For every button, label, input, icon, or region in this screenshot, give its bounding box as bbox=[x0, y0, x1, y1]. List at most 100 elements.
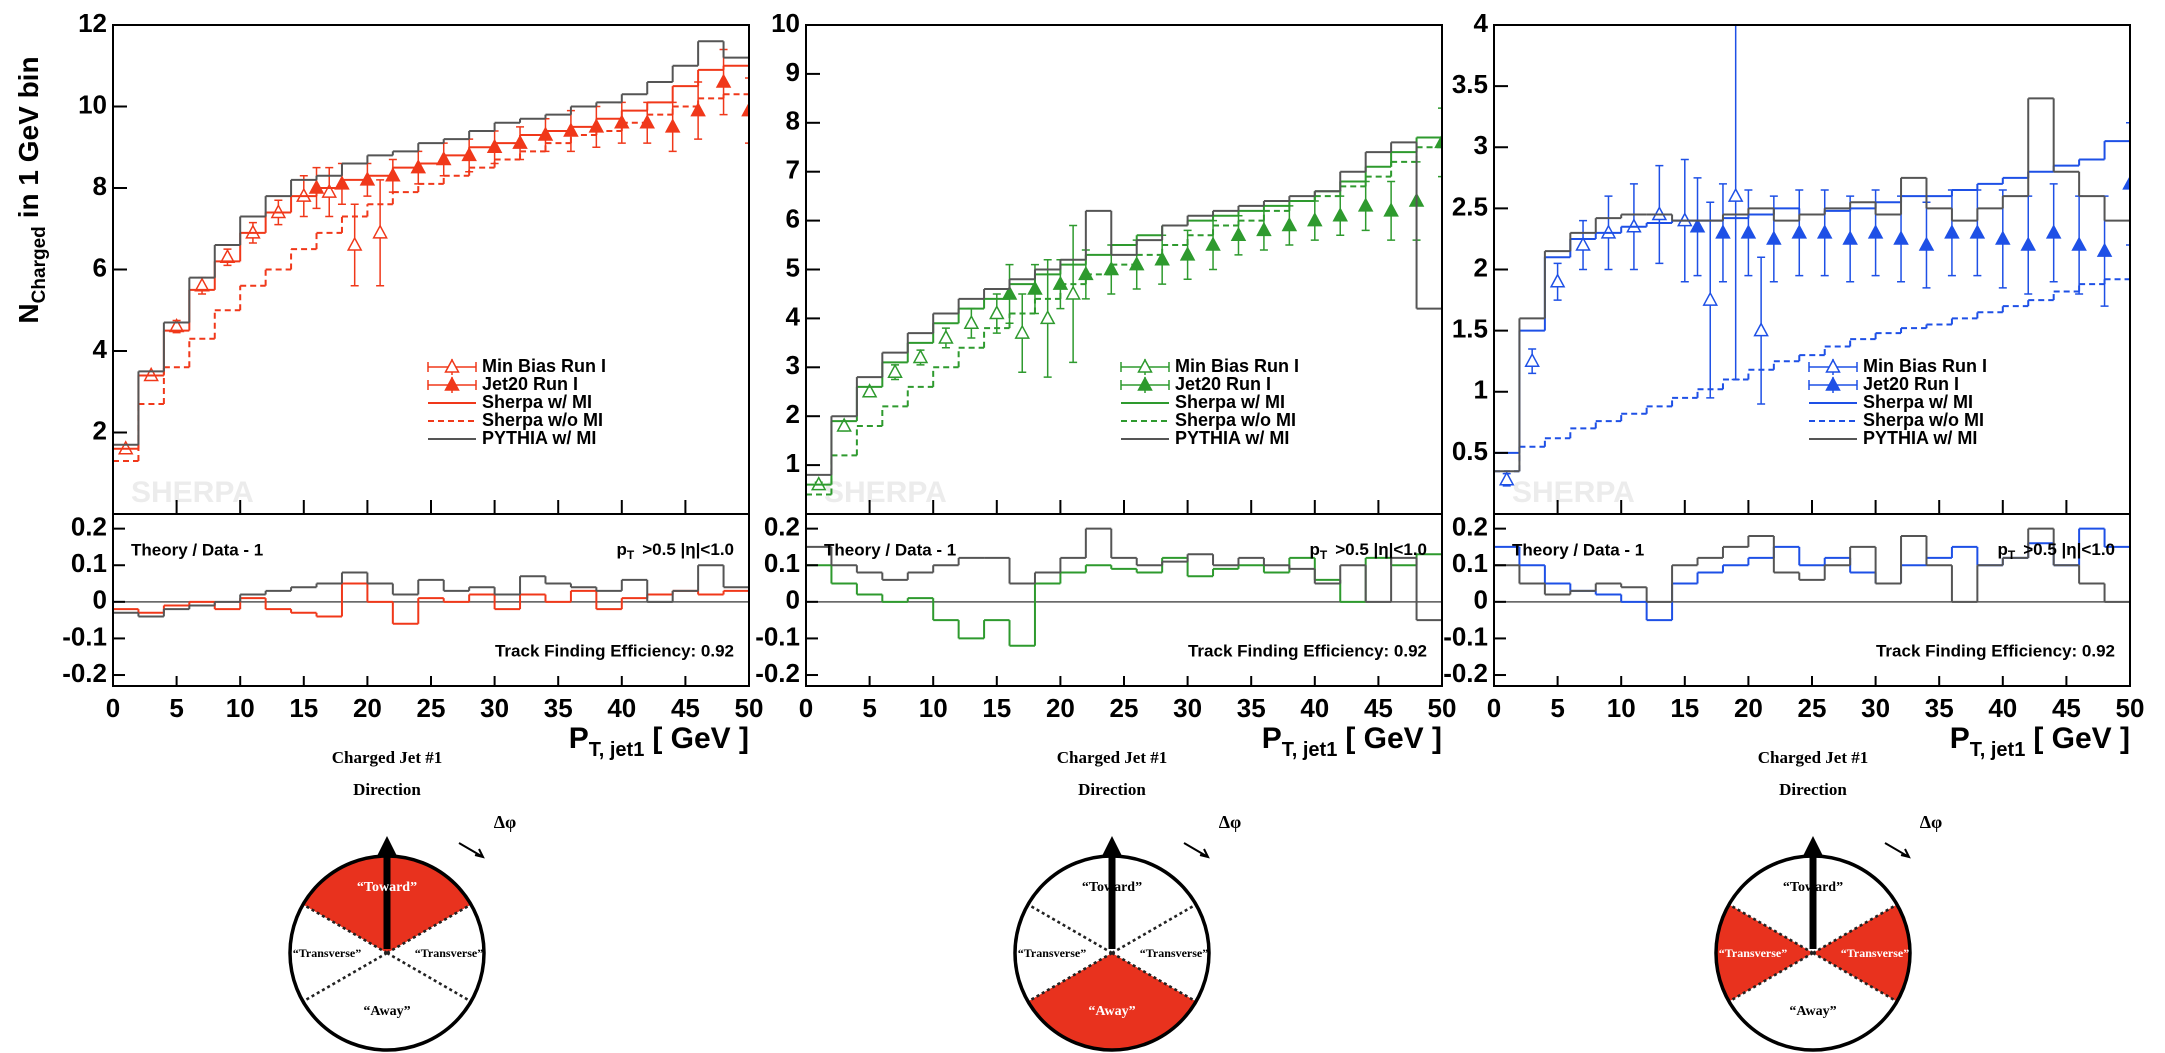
marker bbox=[2071, 236, 2087, 251]
x-tick-label: 45 bbox=[2052, 693, 2081, 723]
x-tick-label: 20 bbox=[1046, 693, 1075, 723]
y-tick-label: 8 bbox=[93, 171, 107, 201]
y-tick-label: 8 bbox=[786, 106, 800, 136]
marker bbox=[912, 348, 929, 364]
marker bbox=[690, 102, 706, 117]
region-border bbox=[302, 951, 388, 1003]
y-tick-label: 1.5 bbox=[1452, 314, 1488, 344]
toward-label: “Toward” bbox=[1783, 880, 1843, 895]
transverse-label: “Transverse” bbox=[1018, 946, 1086, 960]
marker bbox=[1753, 322, 1769, 337]
marker bbox=[1918, 236, 1935, 251]
region-border bbox=[1812, 951, 1898, 1003]
ratio-y-tick-label: -0.1 bbox=[1443, 621, 1488, 651]
ratio-y-tick-label: -0.2 bbox=[1443, 658, 1488, 688]
marker bbox=[1626, 218, 1642, 233]
main-plot: SHERPA bbox=[113, 40, 749, 509]
x-tick-label: 15 bbox=[289, 693, 318, 723]
ratio-plot bbox=[113, 564, 749, 625]
legend-label: Min Bias Run I bbox=[482, 356, 606, 376]
legend-label: Min Bias Run I bbox=[1175, 356, 1299, 376]
ratio-frame bbox=[112, 513, 750, 687]
x-axis-label-rest: [ GeV ] bbox=[652, 722, 749, 755]
legend-label: Jet20 Run I bbox=[1863, 374, 1959, 394]
x-tick-label: 10 bbox=[919, 693, 948, 723]
cut-label: pT >0.5 |η|<1.0 bbox=[1998, 540, 2115, 562]
x-axis-label-rest: [ GeV ] bbox=[2033, 722, 2130, 755]
transverse-label: “Transverse” bbox=[1719, 946, 1787, 960]
legend-label: Sherpa w/o MI bbox=[1863, 410, 1984, 430]
region-border bbox=[1728, 903, 1814, 955]
marker bbox=[1995, 230, 2011, 245]
x-axis-label-sub: T, jet1 bbox=[1970, 739, 2026, 761]
marker bbox=[1230, 226, 1247, 242]
cut-label-main: p bbox=[617, 540, 627, 559]
region-border bbox=[386, 903, 472, 955]
marker bbox=[887, 363, 903, 378]
x-tick-label: 25 bbox=[1110, 693, 1139, 723]
cut-label-sub: T bbox=[627, 548, 635, 562]
x-tick-label: 45 bbox=[1364, 693, 1393, 723]
marker bbox=[1893, 230, 1909, 245]
ratio-y-tick-label: -0.1 bbox=[62, 621, 107, 651]
y-tick-label: 0.5 bbox=[1452, 436, 1488, 466]
region-border bbox=[1027, 903, 1113, 955]
plot-frame bbox=[112, 24, 750, 515]
marker bbox=[664, 118, 681, 133]
jet-arrowhead bbox=[1803, 836, 1823, 856]
y-tick-label: 12 bbox=[78, 8, 107, 38]
x-tick-label: 30 bbox=[480, 693, 509, 723]
ratio-frame bbox=[1493, 513, 2131, 687]
marker bbox=[1065, 285, 1081, 300]
ratio-y-tick-label: 0.1 bbox=[764, 548, 800, 578]
y-tick-label: 2 bbox=[1474, 252, 1488, 282]
x-axis-label: PT, jet1 [ GeV ] bbox=[1950, 722, 2130, 761]
region-border bbox=[1111, 903, 1197, 955]
x-tick-label: 10 bbox=[226, 693, 255, 723]
x-axis-label-main: P bbox=[1262, 722, 1282, 755]
region-border bbox=[1027, 951, 1113, 1003]
x-axis-label-rest: [ GeV ] bbox=[1345, 722, 1442, 755]
y-tick-label: 4 bbox=[93, 334, 108, 364]
x-tick-label: 50 bbox=[735, 693, 764, 723]
efficiency-label: Track Finding Efficiency: 0.92 bbox=[1188, 641, 1427, 660]
error-bar bbox=[2126, 122, 2130, 246]
region-border bbox=[1812, 903, 1898, 955]
diagram-title: Direction bbox=[1779, 780, 1847, 799]
marker bbox=[2020, 236, 2036, 251]
legend-label: Sherpa w/o MI bbox=[1175, 410, 1296, 430]
ratio-label: Theory / Data - 1 bbox=[824, 540, 956, 559]
legend-label: Sherpa w/ MI bbox=[1863, 392, 1973, 412]
legend-label: PYTHIA w/ MI bbox=[1863, 428, 1977, 448]
x-axis-label-main: P bbox=[569, 722, 589, 755]
legend-label: Sherpa w/o MI bbox=[482, 410, 603, 430]
x-tick-label: 15 bbox=[1670, 693, 1699, 723]
cut-label: pT >0.5 |η|<1.0 bbox=[1310, 540, 1427, 562]
x-tick-label: 45 bbox=[671, 693, 700, 723]
x-tick-label: 35 bbox=[544, 693, 573, 723]
dphi-arrow bbox=[458, 842, 485, 859]
x-tick-label: 30 bbox=[1173, 693, 1202, 723]
diagram-title: Charged Jet #1 bbox=[332, 748, 442, 767]
main-plot: SHERPA bbox=[1494, 25, 2130, 509]
marker bbox=[1357, 197, 1374, 212]
marker bbox=[836, 417, 852, 432]
marker bbox=[1027, 280, 1043, 295]
marker bbox=[1498, 471, 1515, 486]
y-tick-label: 2 bbox=[786, 399, 800, 429]
marker bbox=[1179, 246, 1196, 261]
y-axis-label: NCharged in 1 GeV bin bbox=[13, 56, 50, 323]
y-axis-label-main: N bbox=[13, 303, 44, 323]
y-tick-label: 7 bbox=[786, 155, 800, 185]
y-tick-label: 6 bbox=[786, 203, 800, 233]
region-border bbox=[386, 951, 472, 1003]
dphi-label: Δφ bbox=[494, 812, 517, 832]
x-axis-label: PT, jet1 [ GeV ] bbox=[1262, 722, 1442, 761]
dphi-label: Δφ bbox=[1920, 812, 1943, 832]
legend-label: Jet20 Run I bbox=[482, 374, 578, 394]
cut-label: pT >0.5 |η|<1.0 bbox=[617, 540, 734, 562]
marker bbox=[1332, 207, 1348, 222]
marker bbox=[1702, 291, 1718, 306]
y-tick-label: 5 bbox=[786, 252, 800, 282]
marker bbox=[1740, 224, 1757, 239]
